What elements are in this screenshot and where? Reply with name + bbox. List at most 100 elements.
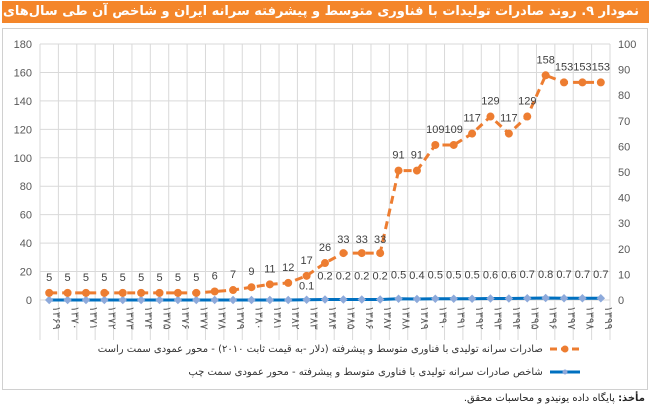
legend-blue-line-icon — [550, 369, 580, 375]
legend-item-blue: شاخص صادرات سرانه تولیدی با فناوری متوسط… — [60, 367, 580, 378]
x-axis-tick: ۱۳۷۴ — [142, 306, 154, 330]
right-axis-tick: 50 — [618, 167, 630, 179]
x-axis-tick: ۱۳۹۲ — [473, 306, 485, 330]
left-axis-tick: 0 — [26, 295, 32, 307]
data-label-index: 0.1 — [299, 281, 314, 293]
data-label-exports: 153 — [555, 61, 573, 73]
x-axis-tick: ۱۳۸۵ — [344, 306, 356, 330]
x-axis-tick: ۱۳۸۴ — [326, 306, 338, 330]
chart-frame — [2, 28, 648, 390]
right-axis-tick: 100 — [618, 39, 636, 51]
left-axis-tick: 160 — [14, 67, 32, 79]
data-label-exports: 9 — [248, 266, 254, 278]
series-point-index — [302, 295, 311, 304]
right-axis-tick: 80 — [618, 90, 630, 102]
data-label-exports: 17 — [300, 255, 312, 267]
series-point-exports — [247, 283, 256, 292]
legend-label-orange: صادرات سرانه تولیدی با فناوری متوسط و پی… — [97, 344, 543, 355]
x-axis-tick: ۱۳۹۱ — [455, 306, 467, 330]
series-point-exports — [265, 280, 274, 289]
x-axis-tick: ۱۳۹۷ — [565, 306, 577, 330]
source-text: پایگاه داده یونیدو و محاسبات محقق. — [463, 393, 615, 404]
right-axis-tick: 30 — [618, 218, 630, 230]
data-label-exports: 129 — [518, 96, 536, 108]
data-label-exports: 109 — [445, 124, 463, 136]
left-axis-tick: 120 — [14, 124, 32, 136]
left-axis-tick: 180 — [14, 39, 32, 51]
right-axis-tick: 0 — [618, 295, 624, 307]
data-label-exports: 153 — [573, 61, 591, 73]
data-label-index: 0.7 — [556, 269, 571, 281]
series-point-index — [155, 295, 164, 305]
data-label-index: 0.4 — [409, 270, 424, 282]
x-axis-tick: ۱۳۹۵ — [528, 306, 540, 330]
x-axis-tick: ۱۳۷۰ — [69, 306, 81, 330]
x-axis-tick: ۱۳۸۹ — [418, 306, 430, 330]
data-label-exports: 117 — [463, 113, 481, 125]
right-axis-tick: 90 — [618, 65, 630, 77]
series-point-exports — [63, 288, 72, 297]
series-point-exports — [321, 259, 329, 268]
data-label-exports: 33 — [356, 234, 368, 246]
series-point-index — [173, 295, 183, 305]
data-label-exports: 91 — [411, 150, 423, 162]
x-axis-tick: ۱۳۸۶ — [363, 306, 375, 330]
x-axis-tick: ۱۳۹۶ — [547, 306, 559, 330]
series-point-index — [100, 295, 109, 305]
data-label-index: 0.6 — [483, 269, 498, 281]
source-note: مأخذ: پایگاه داده یونیدو و محاسبات محقق. — [464, 393, 645, 404]
series-point-index — [412, 294, 422, 304]
series-point-index — [596, 293, 606, 303]
series-point-exports — [339, 249, 348, 258]
left-axis-tick: 100 — [14, 153, 32, 165]
series-point-exports — [229, 286, 238, 295]
data-label-index: 0.5 — [391, 270, 406, 282]
series-point-exports — [45, 288, 54, 297]
right-axis-tick: 20 — [618, 244, 630, 256]
data-label-index: 0.2 — [354, 270, 369, 282]
x-axis-tick: ۱۳۸۸ — [400, 306, 412, 330]
data-label-exports: 5 — [101, 272, 107, 284]
data-label-exports: 153 — [592, 61, 610, 73]
series-point-index — [118, 295, 127, 305]
x-axis-tick: ۱۳۷۵ — [161, 306, 173, 330]
x-axis-tick: ۱۳۸۲ — [289, 306, 301, 330]
data-label-index: 0.6 — [501, 269, 516, 281]
data-label-exports: 5 — [193, 272, 199, 284]
series-point-exports — [560, 78, 569, 87]
x-axis-tick: ۱۳۹۴ — [510, 306, 522, 330]
series-point-index — [136, 295, 146, 305]
series-point-exports — [284, 278, 293, 287]
series-point-exports — [468, 129, 477, 138]
series-point-exports — [100, 288, 109, 297]
right-axis-tick: 10 — [618, 269, 630, 281]
series-point-index — [578, 293, 587, 303]
data-label-exports: 5 — [138, 272, 144, 284]
data-label-index: 0.7 — [575, 269, 590, 281]
data-label-index: 0.5 — [446, 270, 461, 282]
series-point-exports — [210, 287, 219, 296]
x-axis-tick: ۱۳۹۹ — [602, 306, 614, 330]
legend-item-orange: صادرات سرانه تولیدی با فناوری متوسط و پی… — [60, 344, 580, 355]
right-axis-tick: 60 — [618, 141, 630, 153]
data-label-exports: 109 — [426, 124, 444, 136]
x-axis-tick: ۱۳۷۶ — [179, 306, 191, 330]
data-label-index: 0.5 — [428, 270, 443, 282]
right-axis-tick: 40 — [618, 193, 630, 205]
data-label-index: 0.5 — [464, 270, 479, 282]
data-label-index: 0.2 — [373, 270, 388, 282]
series-point-index — [320, 295, 330, 304]
series-point-exports — [541, 71, 550, 80]
series-point-exports — [376, 249, 385, 258]
series-point-exports — [504, 129, 513, 138]
data-label-exports: 33 — [374, 234, 386, 246]
series-point-index — [63, 295, 72, 305]
right-axis-tick: 70 — [618, 116, 630, 128]
series-point-exports — [578, 78, 587, 87]
series-point-index — [283, 295, 293, 305]
legend-orange-dashed-icon — [550, 345, 580, 353]
data-label-exports: 5 — [83, 272, 89, 284]
series-point-exports — [394, 166, 403, 175]
data-label-index: 0.7 — [593, 269, 608, 281]
data-label-exports: 129 — [481, 96, 499, 108]
